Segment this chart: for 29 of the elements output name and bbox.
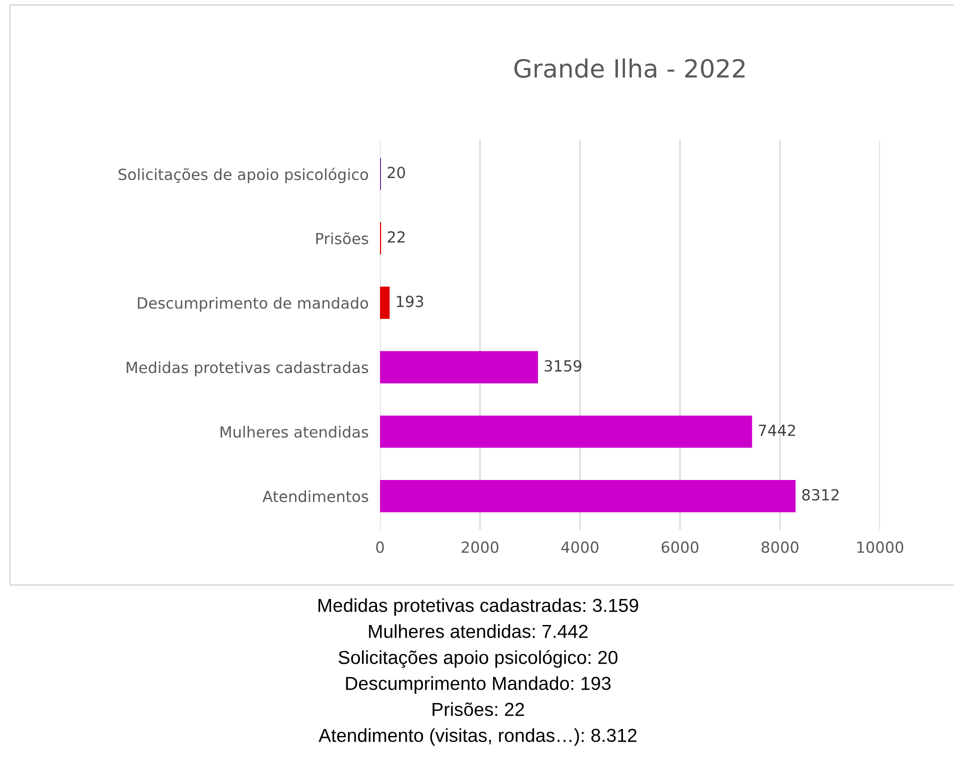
y-tick-label: Mulheres atendidas	[220, 426, 368, 438]
data-label: 22	[388, 231, 405, 243]
bar	[380, 351, 538, 384]
data-label: 8312	[802, 489, 839, 501]
y-tick-label: Prisões	[316, 232, 368, 244]
y-tick-label: Atendimentos	[262, 490, 368, 502]
x-tick-label: 2000	[462, 541, 498, 553]
chart-title: Grande Ilha - 2022	[514, 58, 745, 78]
y-tick-label: Solicitações de apoio psicológico	[118, 168, 368, 184]
data-label: 20	[388, 166, 405, 178]
text: Prisões: 22	[432, 702, 524, 716]
data-label: 7442	[758, 424, 796, 436]
text: Descumprimento Mandado: 193	[346, 676, 611, 694]
x-tick-label: 4000	[561, 541, 598, 553]
data-label: 3159	[544, 360, 582, 372]
data-label: 193	[396, 296, 424, 308]
y-tick-label: Descumprimento de mandado	[138, 296, 368, 312]
text: Mulheres atendidas: 7.442	[369, 624, 588, 638]
text: Medidas protetivas cadastradas: 3.159	[318, 598, 638, 616]
x-tick-label: 0	[376, 541, 384, 553]
x-tick-label: 6000	[662, 541, 698, 553]
x-tick-label: 10000	[857, 541, 904, 553]
text: Atendimento (visitas, rondas…): 8.312	[318, 728, 637, 746]
bar	[380, 416, 752, 448]
bar	[380, 480, 796, 512]
x-tick-label: 8000	[762, 541, 798, 553]
text: Solicitações apoio psicológico: 20	[338, 650, 618, 668]
bar	[380, 286, 390, 319]
y-tick-label: Medidas protetivas cadastradas	[126, 361, 368, 376]
